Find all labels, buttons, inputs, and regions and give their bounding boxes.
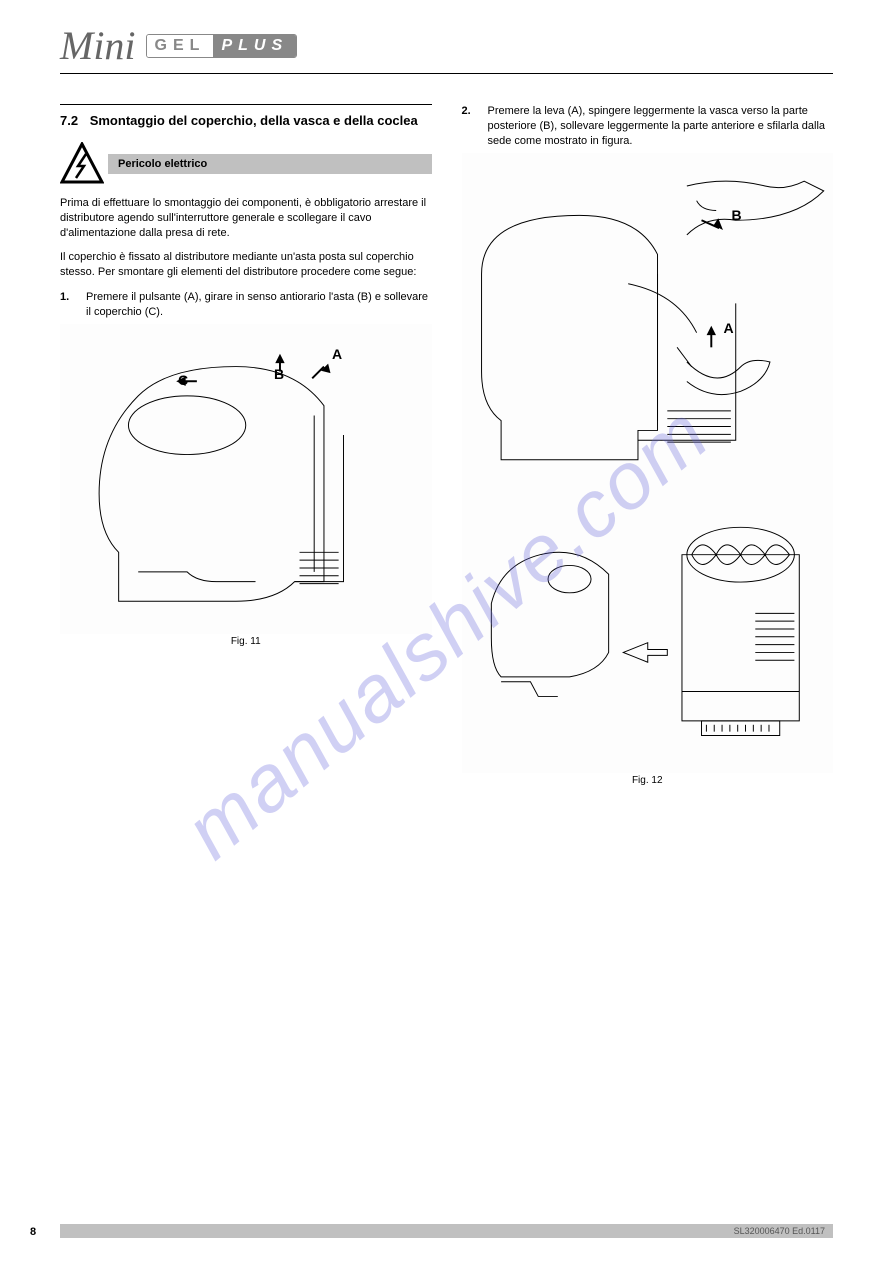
steps-right-list: 2. Premere la leva (A), spingere leggerm… [462,104,834,149]
fig12-label-a: A [724,320,734,336]
fig11-label-a: A [332,346,342,362]
brand-script-logo: Mini [60,30,136,62]
hazard-banner: Pericolo elettrico [60,142,432,186]
fig11-label-c: C [178,372,188,388]
right-column: 2. Premere la leva (A), spingere leggerm… [462,104,834,794]
fig11-label-b: B [274,366,284,382]
page-header: Mini GEL PLUS [60,30,833,70]
hazard-label: Pericolo elettrico [118,158,207,170]
page-container: Mini GEL PLUS 7.2 Smontaggio del coperch… [0,0,893,824]
figure-12b-illustration [462,483,834,773]
figure-11-illustration: A B C [60,324,432,634]
header-rule [60,73,833,74]
intro-paragraph: Prima di effettuare lo smontaggio dei co… [60,196,432,241]
step-number: 2. [462,104,488,149]
step-number: 1. [60,290,86,320]
figure-12-caption: Fig. 12 [462,775,834,786]
step-text: Premere il pulsante (A), girare in senso… [86,290,432,320]
steps-left-list: 1. Premere il pulsante (A), girare in se… [60,290,432,320]
footer-bar: SL320006470 Ed.0117 [60,1224,833,1238]
page-footer: SL320006470 Ed.0117 [60,1224,833,1238]
electrical-hazard-icon [60,142,104,186]
brand-badge-right: PLUS [213,35,296,57]
figure-11-caption: Fig. 11 [60,636,432,647]
hazard-bar: Pericolo elettrico [108,154,432,174]
section-heading: 7.2 Smontaggio del coperchio, della vasc… [60,113,432,130]
section-number: 7.2 [60,113,78,130]
fig12-label-b: B [732,207,742,223]
step-text: Premere la leva (A), spingere leggerment… [488,104,834,149]
footer-doc-id: SL320006470 Ed.0117 [734,1226,825,1236]
brand-badge-left: GEL [147,35,214,57]
section-rule [60,104,432,105]
section-title: Smontaggio del coperchio, della vasca e … [90,113,418,128]
content-columns: 7.2 Smontaggio del coperchio, della vasc… [60,104,833,794]
left-column: 7.2 Smontaggio del coperchio, della vasc… [60,104,432,794]
step-item: 1. Premere il pulsante (A), girare in se… [60,290,432,320]
figure-12a-illustration: A B [462,153,834,483]
page-number: 8 [30,1226,36,1238]
step-item: 2. Premere la leva (A), spingere leggerm… [462,104,834,149]
disassembly-instruction: Il coperchio è fissato al distributore m… [60,250,432,280]
brand-badge: GEL PLUS [146,34,298,58]
